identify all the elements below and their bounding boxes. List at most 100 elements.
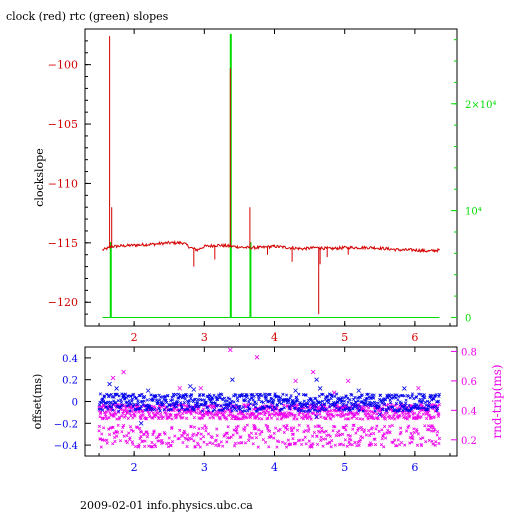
offset-point — [377, 404, 381, 408]
rnd-trip-point — [245, 423, 249, 427]
rnd-trip-point — [322, 430, 326, 434]
rnd-trip-point — [147, 412, 151, 416]
rnd-trip-point — [292, 426, 296, 430]
rnd-trip-point — [243, 425, 247, 429]
offset-point — [284, 393, 289, 397]
rnd-trip-point — [365, 409, 369, 413]
rnd-trip-point — [225, 431, 229, 435]
offset-point — [312, 401, 316, 405]
offset-point — [192, 407, 196, 411]
rnd-trip-point — [206, 404, 211, 408]
rnd-trip-point — [159, 414, 163, 418]
offset-point — [238, 404, 242, 409]
rnd-trip-point — [128, 425, 133, 429]
rnd-trip-point — [201, 407, 206, 411]
rnd-trip-point — [318, 430, 322, 434]
rnd-trip-point — [345, 378, 351, 384]
rnd-trip-point — [126, 409, 130, 413]
rnd-trip-point — [129, 428, 134, 432]
offset-point — [259, 400, 264, 404]
rnd-trip-point — [260, 430, 264, 434]
rnd-trip-point — [329, 408, 333, 413]
rnd-trip-point — [407, 424, 411, 428]
offset-point — [288, 396, 292, 400]
offset-point — [179, 403, 183, 407]
rnd-trip-point — [181, 415, 185, 420]
rnd-trip-point — [201, 426, 205, 430]
offset-point — [420, 400, 424, 405]
rnd-trip-point — [141, 410, 145, 414]
offset-point — [248, 402, 253, 406]
bottom-right-tick-label: 0.6 — [461, 377, 477, 388]
rnd-trip-point — [104, 414, 108, 419]
offset-point — [140, 392, 144, 396]
rnd-trip-point — [404, 429, 409, 433]
rnd-trip-point — [177, 411, 181, 415]
rnd-trip-point — [283, 442, 287, 446]
offset-point — [323, 402, 327, 406]
rnd-trip-point — [389, 403, 394, 407]
rnd-trip-point — [321, 444, 325, 448]
rnd-trip-point — [99, 445, 103, 449]
rnd-trip-point — [147, 444, 151, 448]
rnd-trip-point — [180, 434, 185, 438]
offset-point — [302, 399, 306, 403]
rnd-trip-point — [197, 427, 201, 431]
offset-point — [257, 398, 261, 402]
offset-point — [185, 394, 189, 398]
rnd-trip-point — [137, 443, 141, 447]
rnd-trip-point — [177, 385, 183, 391]
offset-point — [311, 404, 316, 408]
rnd-trip-point — [225, 440, 229, 444]
rnd-trip-point — [170, 440, 175, 444]
rnd-trip-point — [435, 430, 440, 434]
rnd-trip-point — [141, 413, 145, 417]
offset-point — [216, 393, 221, 397]
offset-point — [191, 387, 197, 392]
offset-point — [132, 392, 136, 396]
rnd-trip-point — [343, 438, 347, 442]
offset-point — [272, 398, 276, 402]
rnd-trip-point — [313, 424, 317, 429]
offset-point — [235, 396, 239, 400]
offset-point — [186, 401, 191, 405]
rnd-trip-point — [170, 425, 174, 429]
rnd-trip-point — [360, 428, 364, 432]
rnd-trip-point — [110, 375, 116, 381]
rnd-trip-point — [232, 428, 236, 432]
rnd-trip-point — [307, 439, 311, 443]
rnd-trip-point — [198, 385, 204, 391]
offset-point — [128, 409, 132, 413]
offset-point — [268, 405, 273, 409]
rnd-trip-point — [352, 415, 356, 419]
rnd-trip-point — [295, 417, 299, 421]
rnd-trip-point — [117, 415, 122, 419]
offset-point — [404, 401, 408, 405]
rnd-trip-point — [336, 413, 341, 417]
rnd-trip-point — [310, 434, 315, 438]
rnd-trip-point — [345, 444, 349, 448]
rnd-trip-point — [437, 403, 441, 407]
rnd-trip-point — [319, 438, 323, 442]
rnd-trip-point — [416, 413, 420, 417]
rnd-trip-point — [156, 435, 160, 439]
rnd-trip-point — [295, 428, 300, 432]
rnd-trip-point — [419, 437, 423, 441]
offset-point — [264, 395, 269, 399]
rnd-trip-point — [138, 436, 142, 441]
offset-point — [314, 377, 319, 382]
rnd-trip-point — [181, 440, 185, 445]
rnd-trip-point — [351, 427, 355, 431]
rnd-trip-point — [228, 413, 233, 417]
rnd-trip-point — [380, 428, 384, 432]
offset-point — [138, 406, 143, 410]
offset-point — [162, 408, 166, 412]
rnd-trip-point — [123, 415, 127, 419]
rnd-trip-point — [105, 417, 109, 421]
offset-point — [144, 404, 148, 408]
offset-point — [432, 397, 436, 401]
offset-point — [337, 408, 341, 412]
rnd-trip-point — [198, 445, 202, 449]
rnd-trip-point — [354, 431, 358, 435]
rnd-trip-point — [325, 442, 329, 446]
